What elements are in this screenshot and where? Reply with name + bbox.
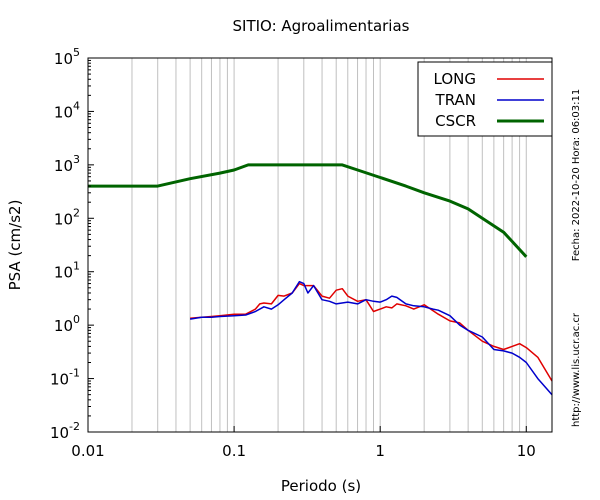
legend: LONG TRAN CSCR xyxy=(417,61,553,137)
x-axis-label: Periodo (s) xyxy=(281,477,361,495)
y-tick-label: 103 xyxy=(54,153,80,175)
y-tick-label: 10-1 xyxy=(50,367,80,389)
y-tick-label: 100 xyxy=(54,313,80,335)
series-lines xyxy=(88,163,553,396)
series-line-tran xyxy=(189,280,553,396)
x-tick-label: 10 xyxy=(517,442,536,460)
x-tick-label: 0.01 xyxy=(71,442,104,460)
side-url-text: http://www.lis.ucr.ac.cr xyxy=(571,312,582,427)
y-tick-label: 102 xyxy=(54,206,80,228)
legend-box xyxy=(417,61,553,137)
side-date-text: Fecha: 2022-10-20 Hora: 06:03:11 xyxy=(571,89,582,262)
y-tick-label: 101 xyxy=(54,260,80,282)
y-tick-label: 105 xyxy=(54,46,80,68)
x-tick-label: 1 xyxy=(375,442,385,460)
series-line-cscr xyxy=(88,163,528,258)
y-axis-label: PSA (cm/s2) xyxy=(6,200,24,291)
series-line-long xyxy=(190,282,553,382)
plot-frame xyxy=(87,57,553,433)
grid-lines xyxy=(131,58,527,432)
y-tick-label: 10-2 xyxy=(50,420,80,442)
y-tick-label: 104 xyxy=(54,99,80,121)
axis-ticks: 0.01 0.1 1 10 10-2 10-1 100 101 102 103 104 105 xyxy=(50,46,536,460)
legend-label-tran: TRAN xyxy=(435,91,476,109)
x-tick-label: 0.1 xyxy=(222,442,246,460)
legend-label-cscr: CSCR xyxy=(435,112,476,130)
legend-label-long: LONG xyxy=(434,70,476,88)
chart-title: SITIO: Agroalimentarias xyxy=(233,17,410,35)
